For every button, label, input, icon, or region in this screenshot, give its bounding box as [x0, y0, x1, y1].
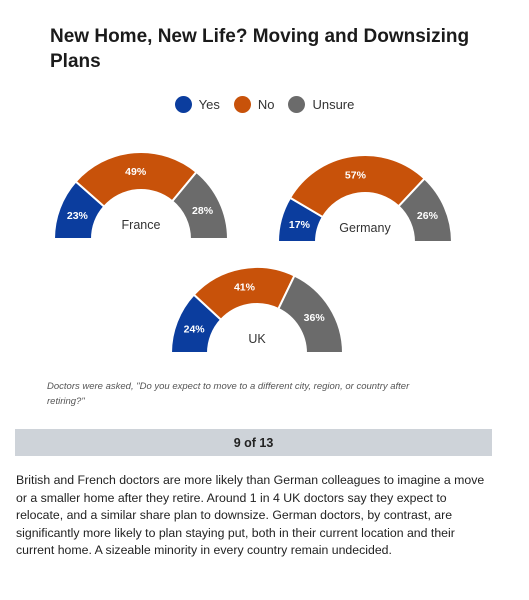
donut-france: 23% 49% 28% France	[52, 151, 230, 240]
legend-label-no: No	[257, 96, 275, 112]
legend-item-yes: Yes	[174, 95, 220, 113]
chart-title-france: France	[122, 218, 161, 232]
slice-germany-no	[288, 154, 426, 219]
value-label-france-yes: 23%	[67, 210, 89, 222]
donut-uk: 24% 41% 36% UK	[169, 266, 345, 354]
description-text: British and French doctors are more like…	[16, 473, 485, 557]
value-label-germany-no: 57%	[345, 170, 367, 182]
legend-label-unsure: Unsure	[312, 96, 355, 112]
slide-counter: 9 of 13	[15, 429, 492, 456]
slice-germany-unsure	[397, 177, 454, 243]
legend-item-no: No	[233, 95, 275, 113]
value-label-uk-yes: 24%	[184, 323, 206, 335]
chart-title-germany: Germany	[339, 221, 391, 235]
slice-uk-unsure	[277, 274, 345, 354]
slide-counter-label: 9 of 13	[233, 435, 274, 450]
donut-charts: 23% 49% 28% France 17% 57% 26% Germany 24% 41% 36%…	[52, 151, 454, 354]
legend-swatch-unsure	[288, 95, 306, 113]
value-label-uk-unsure: 36%	[304, 312, 326, 324]
legend-label-yes: Yes	[198, 96, 220, 112]
value-label-france-no: 49%	[125, 166, 147, 178]
legend-swatch-yes	[174, 95, 192, 113]
value-label-france-unsure: 28%	[192, 205, 214, 217]
survey-question-note: Doctors were asked, "Do you expect to mo…	[47, 381, 410, 407]
legend-item-unsure: Unsure	[288, 95, 355, 113]
value-label-germany-yes: 17%	[289, 219, 311, 231]
value-label-germany-unsure: 26%	[417, 210, 439, 222]
slice-france-no	[74, 151, 198, 209]
chart-legend: Yes No Unsure	[0, 92, 529, 116]
legend-swatch-no	[233, 95, 251, 113]
donut-germany: 17% 57% 26% Germany	[276, 154, 454, 243]
chart-title-uk: UK	[248, 332, 266, 346]
value-label-uk-no: 41%	[234, 282, 256, 294]
slice-france-unsure	[170, 170, 230, 240]
page-title: New Home, New Life? Moving and Downsizin…	[50, 26, 470, 72]
